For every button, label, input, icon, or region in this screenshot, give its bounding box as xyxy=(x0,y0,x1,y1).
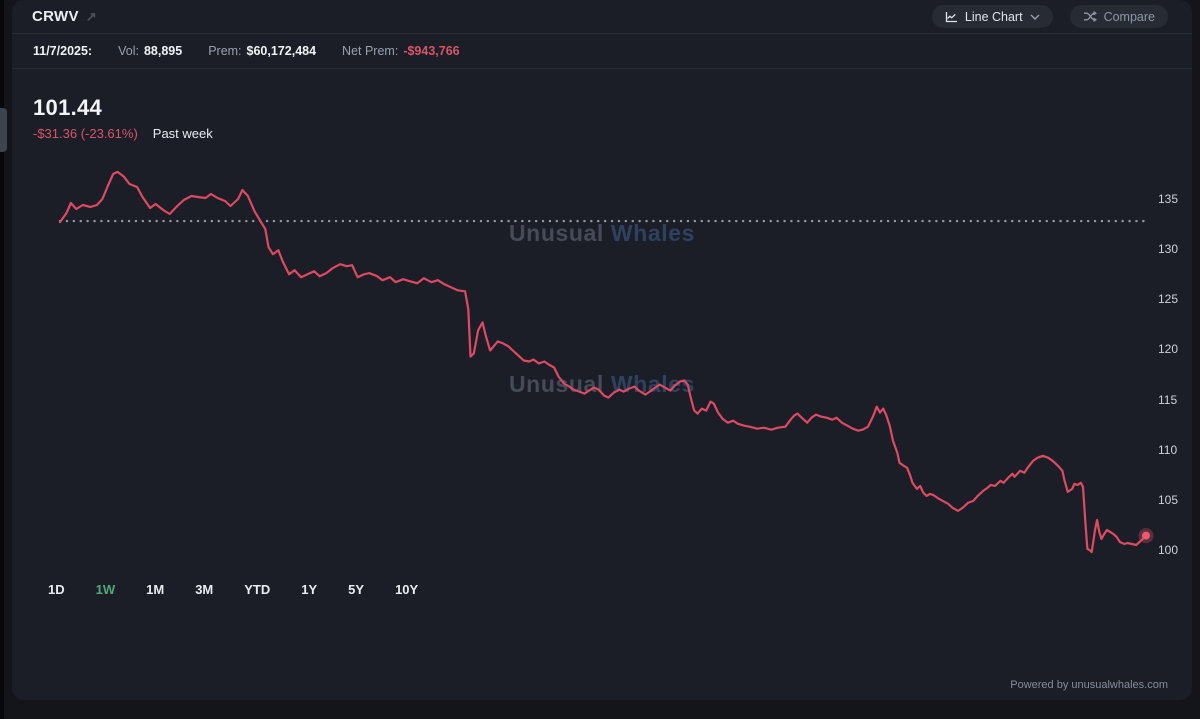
watermark-upper: Unusual Whales xyxy=(509,220,695,247)
line-chart-icon xyxy=(945,11,958,23)
ticker-symbol: CRWV xyxy=(32,8,79,25)
panel-header: CRWV ↗ Line Chart xyxy=(12,0,1192,33)
timeframe-button-5y[interactable]: 5Y xyxy=(348,582,365,597)
net-premium-stat: Net Prem: -$943,766 xyxy=(342,44,460,58)
stats-divider xyxy=(12,68,1192,69)
timeframe-button-1m[interactable]: 1M xyxy=(146,582,165,597)
chart-type-label: Line Chart xyxy=(964,9,1023,24)
chart-panel: CRWV ↗ Line Chart xyxy=(12,0,1192,700)
shuffle-icon xyxy=(1083,11,1097,22)
last-point-dot xyxy=(1142,531,1150,540)
watermark-word2: Whales xyxy=(610,220,696,246)
left-edge-scroll-tab[interactable] xyxy=(0,108,7,152)
premium-value: $60,172,484 xyxy=(246,44,317,58)
last-price: 101.44 xyxy=(33,95,103,120)
price-change-row: -$31.36 (-23.61%) Past week xyxy=(33,126,213,141)
volume-label: Vol: xyxy=(118,44,139,58)
compare-button[interactable]: Compare xyxy=(1069,5,1168,28)
timeframe-button-10y[interactable]: 10Y xyxy=(395,582,419,597)
volume-stat: Vol: 88,895 xyxy=(118,44,182,58)
stats-bar: 11/7/2025: Vol: 88,895 Prem: $60,172,484… xyxy=(12,34,1192,68)
price-change: -$31.36 (-23.61%) xyxy=(33,126,138,141)
y-axis-tick: 115 xyxy=(1158,393,1178,407)
chart-type-dropdown[interactable]: Line Chart xyxy=(931,5,1053,28)
y-axis-tick: 125 xyxy=(1158,292,1179,306)
watermark-word1: Unusual xyxy=(508,220,604,246)
last-point-glow xyxy=(1138,528,1154,544)
powered-by-attribution: Powered by unusualwhales.com xyxy=(1010,679,1168,691)
volume-value: 88,895 xyxy=(143,44,183,58)
premium-stat: Prem: $60,172,484 xyxy=(208,44,316,58)
external-link-icon[interactable]: ↗ xyxy=(85,8,97,24)
header-actions: Line Chart Compare xyxy=(931,5,1168,28)
y-axis-tick: 135 xyxy=(1158,192,1179,206)
left-edge-strip xyxy=(0,0,4,719)
y-axis-tick: 100 xyxy=(1158,543,1179,557)
y-axis-tick: 120 xyxy=(1158,342,1179,356)
timeframe-selector: 1D 1W 1M 3M YTD 1Y 5Y 10Y xyxy=(48,582,418,597)
net-premium-label: Net Prem: xyxy=(342,44,399,58)
timeframe-button-1y[interactable]: 1Y xyxy=(301,582,318,597)
watermark-word2: Whales xyxy=(610,371,696,397)
watermark-word1: Unusual xyxy=(508,371,604,397)
y-axis-tick: 130 xyxy=(1158,242,1179,256)
premium-label: Prem: xyxy=(208,44,242,58)
timeframe-button-1w[interactable]: 1W xyxy=(95,582,116,597)
chevron-down-icon xyxy=(1030,14,1040,20)
y-axis-tick: 110 xyxy=(1158,443,1178,457)
compare-label: Compare xyxy=(1103,9,1155,24)
timeframe-button-1d[interactable]: 1D xyxy=(48,582,65,597)
net-premium-value: -$943,766 xyxy=(403,44,460,58)
price-line-series xyxy=(58,170,1148,554)
stats-date: 11/7/2025: xyxy=(33,44,93,58)
y-axis-tick: 105 xyxy=(1158,493,1179,507)
chart-area: 101.44 -$31.36 (-23.61%) Past week Unusu… xyxy=(12,69,1192,700)
timeframe-button-3m[interactable]: 3M xyxy=(195,582,214,597)
price-line-chart[interactable] xyxy=(12,69,1192,700)
timeframe-button-ytd[interactable]: YTD xyxy=(244,582,271,597)
header-divider xyxy=(12,33,1192,34)
range-label: Past week xyxy=(152,126,213,141)
watermark-lower: Unusual Whales xyxy=(509,371,695,398)
